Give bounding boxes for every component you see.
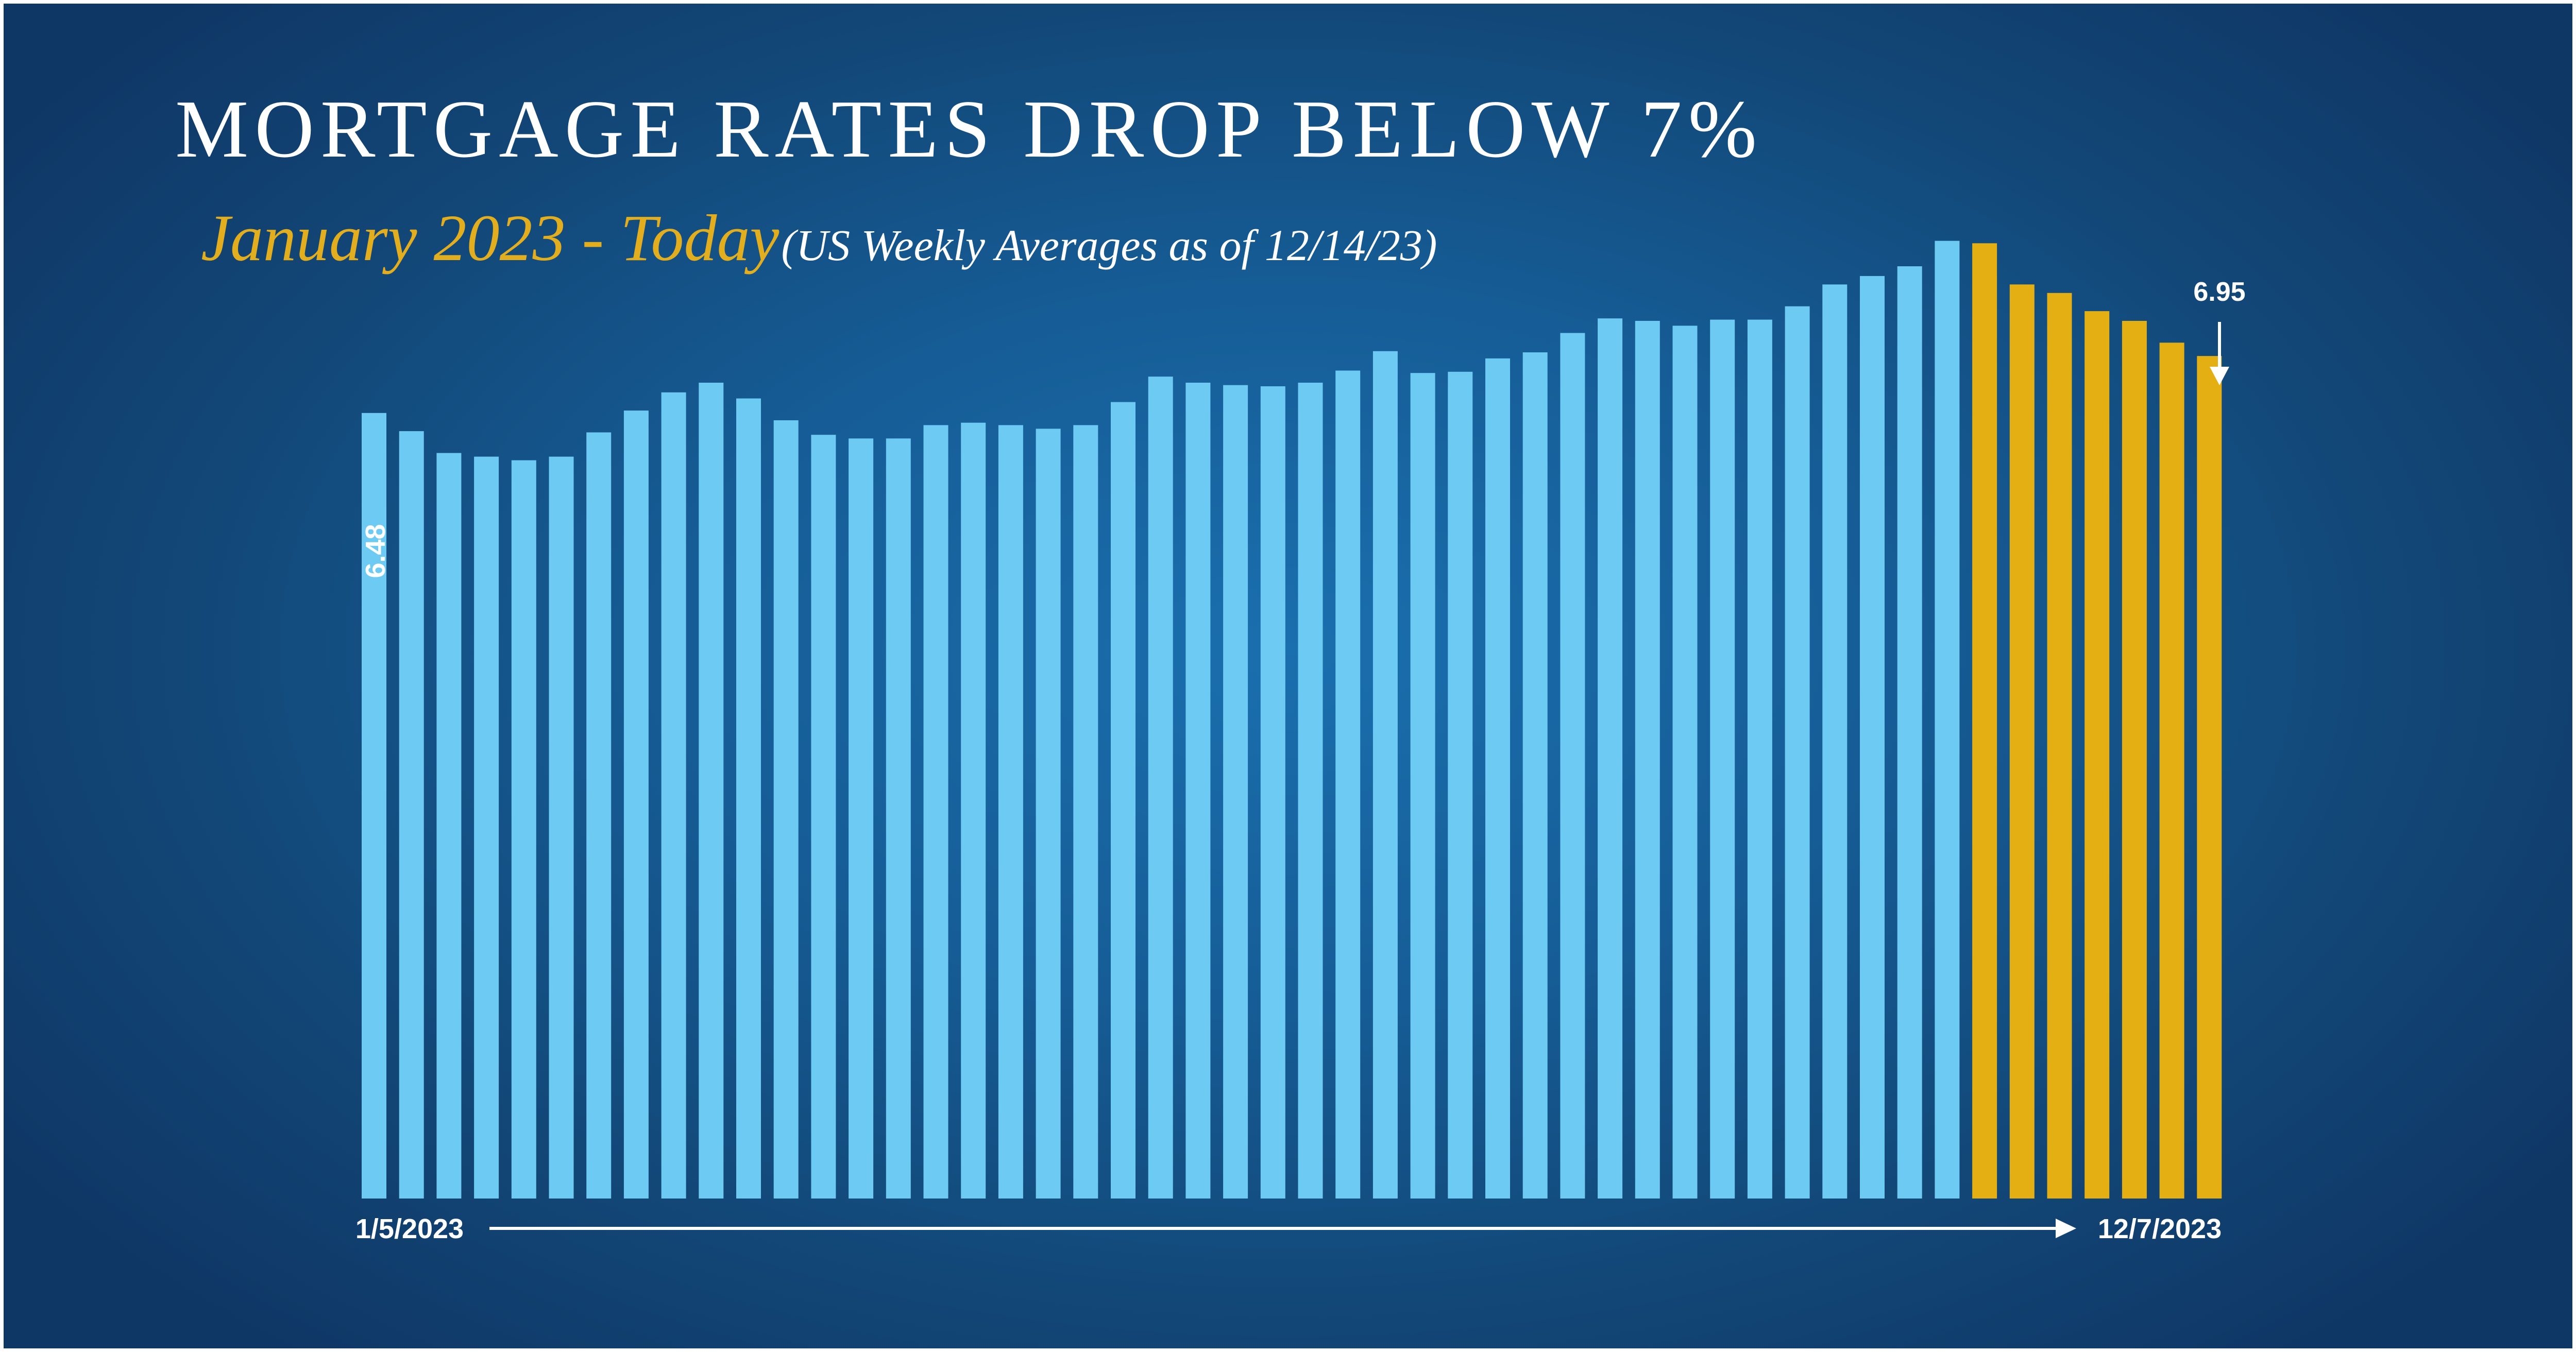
bar [886, 438, 911, 1199]
bar [1635, 321, 1660, 1199]
bar [1036, 429, 1061, 1199]
x-end-label: 12/7/2023 [2098, 1213, 2222, 1244]
last-value-label: 6.95 [2193, 277, 2245, 307]
bar [1747, 319, 1772, 1199]
first-value-label: 6.48 [360, 524, 391, 578]
bar [1598, 318, 1623, 1199]
bar [399, 431, 424, 1199]
bar [586, 432, 612, 1199]
bar [1485, 358, 1510, 1199]
chart-title: MORTGAGE RATES DROP BELOW 7% [175, 83, 1764, 175]
bar [1223, 385, 1248, 1199]
bar [1260, 386, 1285, 1199]
bar [1897, 266, 1922, 1199]
bar-highlight [2122, 321, 2147, 1199]
bar [1185, 383, 1211, 1199]
down-arrow-icon [2210, 322, 2229, 385]
bar [623, 410, 649, 1199]
bar [773, 420, 799, 1199]
x-start-label: 1/5/2023 [355, 1213, 464, 1244]
bar [362, 413, 386, 1199]
bar [1522, 352, 1548, 1199]
bar [1372, 351, 1398, 1199]
bar [549, 456, 574, 1199]
bar [1335, 370, 1361, 1199]
bar [1448, 371, 1473, 1199]
bar [1672, 326, 1698, 1199]
subtitle-date-range: January 2023 - Today [201, 201, 779, 275]
bar [1785, 306, 1810, 1199]
bar [849, 438, 874, 1199]
bar-highlight [2047, 293, 2072, 1199]
bar [436, 453, 462, 1199]
bar [1073, 425, 1098, 1199]
bar [1298, 383, 1323, 1199]
timeline-arrow-icon [489, 1219, 2076, 1238]
bar [998, 425, 1023, 1199]
bar [1410, 373, 1435, 1199]
subtitle-note: (US Weekly Averages as of 12/14/23) [781, 220, 1437, 270]
bar [511, 460, 536, 1199]
bars-group [362, 241, 2222, 1199]
bar [923, 425, 948, 1199]
bar [1148, 376, 1173, 1199]
bar [1560, 333, 1585, 1199]
bar [1111, 402, 1136, 1199]
bar-highlight [2159, 343, 2184, 1199]
bar [1860, 276, 1885, 1199]
bar-highlight [1972, 243, 1997, 1199]
bar [661, 392, 686, 1199]
bar-highlight [2084, 311, 2110, 1199]
bar [699, 383, 724, 1199]
bar [811, 435, 836, 1199]
bar-highlight [2009, 284, 2035, 1199]
chart-subtitle: January 2023 - Today (US Weekly Averages… [201, 205, 1437, 271]
bar [1935, 241, 1960, 1199]
bar [474, 456, 499, 1199]
bar [1710, 319, 1735, 1199]
bar-highlight [2197, 356, 2222, 1199]
bar [1822, 284, 1848, 1199]
bar [961, 422, 986, 1199]
bar [736, 398, 761, 1199]
